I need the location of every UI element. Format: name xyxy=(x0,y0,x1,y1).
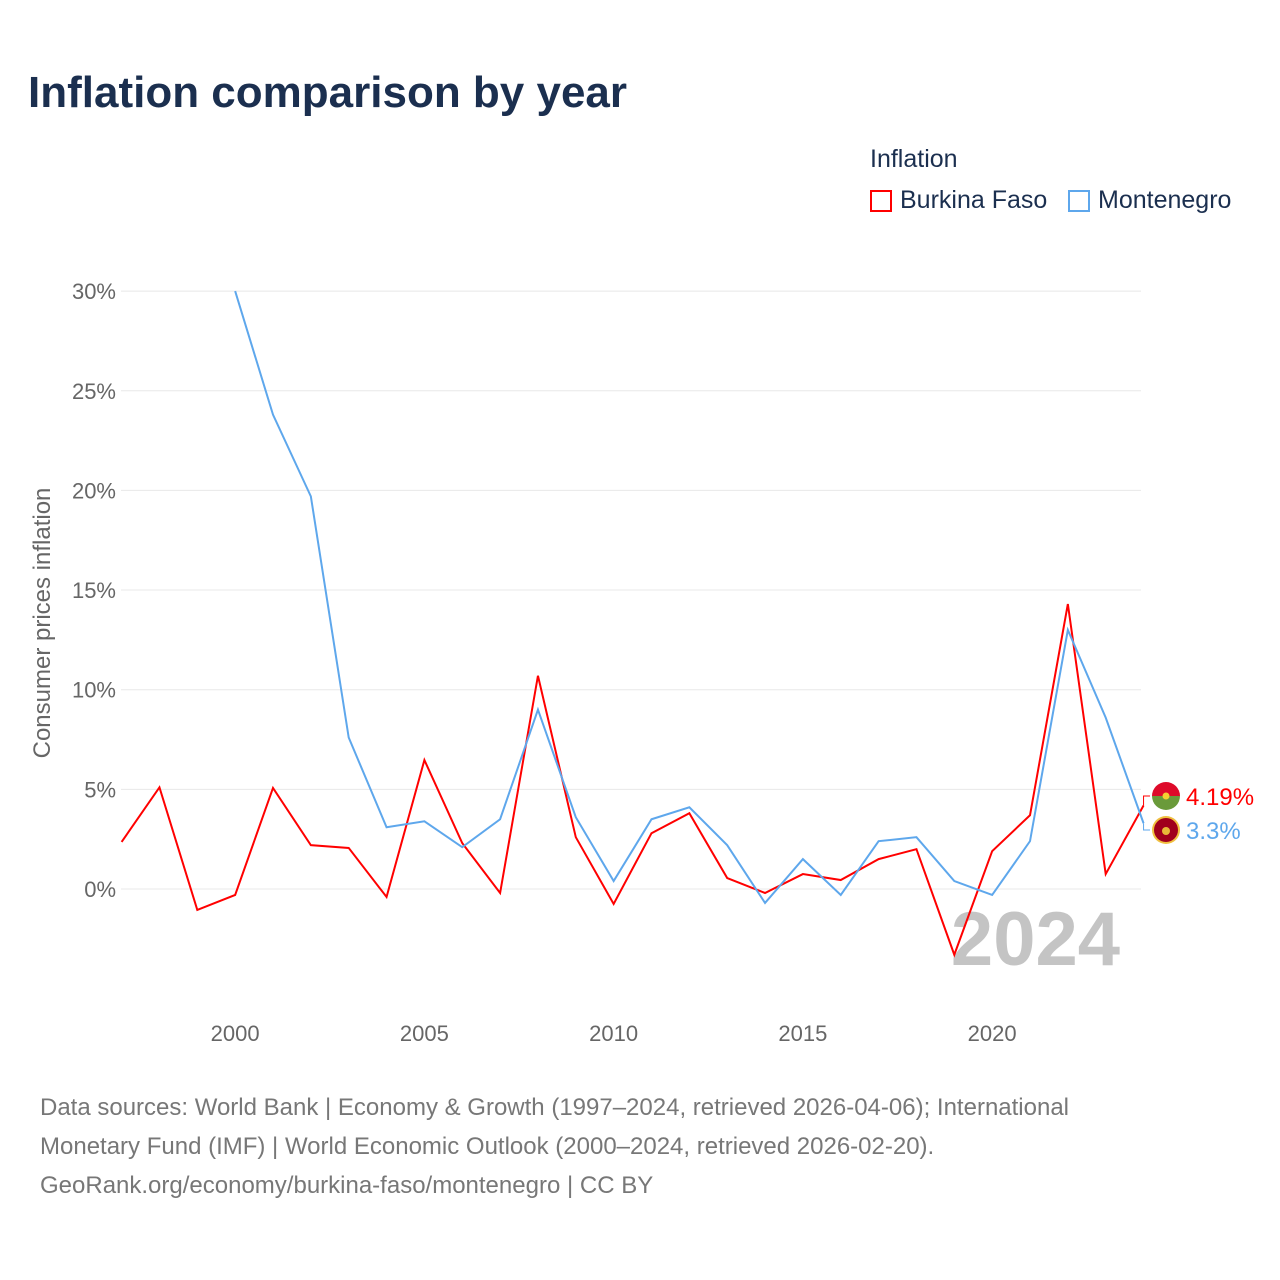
legend-label: Montenegro xyxy=(1098,186,1232,214)
x-tick-label: 2010 xyxy=(589,1021,638,1046)
y-axis-label: Consumer prices inflation xyxy=(29,488,56,759)
legend-swatch xyxy=(1068,189,1090,212)
y-tick-label: 10% xyxy=(72,678,116,703)
flag-emblem-icon xyxy=(1162,827,1170,835)
legend-item-burkina-faso[interactable]: Burkina Faso xyxy=(870,186,1047,215)
footer: Data sources: World Bank | Economy & Gro… xyxy=(40,1088,1240,1205)
flag-star-icon xyxy=(1162,792,1170,800)
y-tick-label: 0% xyxy=(84,877,116,902)
x-tick-label: 2015 xyxy=(778,1021,827,1046)
series-line-burkina-faso xyxy=(120,603,1145,958)
burkina-faso-flag-icon xyxy=(1152,796,1180,810)
end-label-connector xyxy=(1143,823,1150,831)
x-tick-label: 2000 xyxy=(211,1021,260,1046)
y-tick-label: 25% xyxy=(72,379,116,404)
series-line-montenegro xyxy=(234,290,1145,905)
x-tick-label: 2020 xyxy=(968,1021,1017,1046)
y-tick-label: 20% xyxy=(72,478,116,503)
legend-item-montenegro[interactable]: Montenegro xyxy=(1068,186,1231,215)
end-value-label: 3.3% xyxy=(1186,818,1241,845)
y-tick-label: 15% xyxy=(72,578,116,603)
y-tick-label: 30% xyxy=(72,279,116,304)
end-value-label: 4.19% xyxy=(1186,784,1254,811)
legend-label: Burkina Faso xyxy=(900,186,1048,214)
legend-title: Inflation xyxy=(870,145,958,173)
source-link[interactable]: GeoRank.org/economy/burkina-faso/montene… xyxy=(40,1172,654,1199)
legend-swatch xyxy=(870,189,892,212)
source-line-1: Data sources: World Bank | Economy & Gro… xyxy=(40,1094,1070,1121)
chart-title: Inflation comparison by year xyxy=(28,68,628,117)
y-tick-label: 5% xyxy=(84,777,116,802)
end-label-connector xyxy=(1143,795,1150,806)
burkina-faso-flag-icon xyxy=(1152,782,1180,796)
x-tick-label: 2005 xyxy=(400,1021,449,1046)
year-watermark: 2024 xyxy=(951,897,1120,982)
source-line-2: Monetary Fund (IMF) | World Economic Out… xyxy=(40,1133,935,1160)
